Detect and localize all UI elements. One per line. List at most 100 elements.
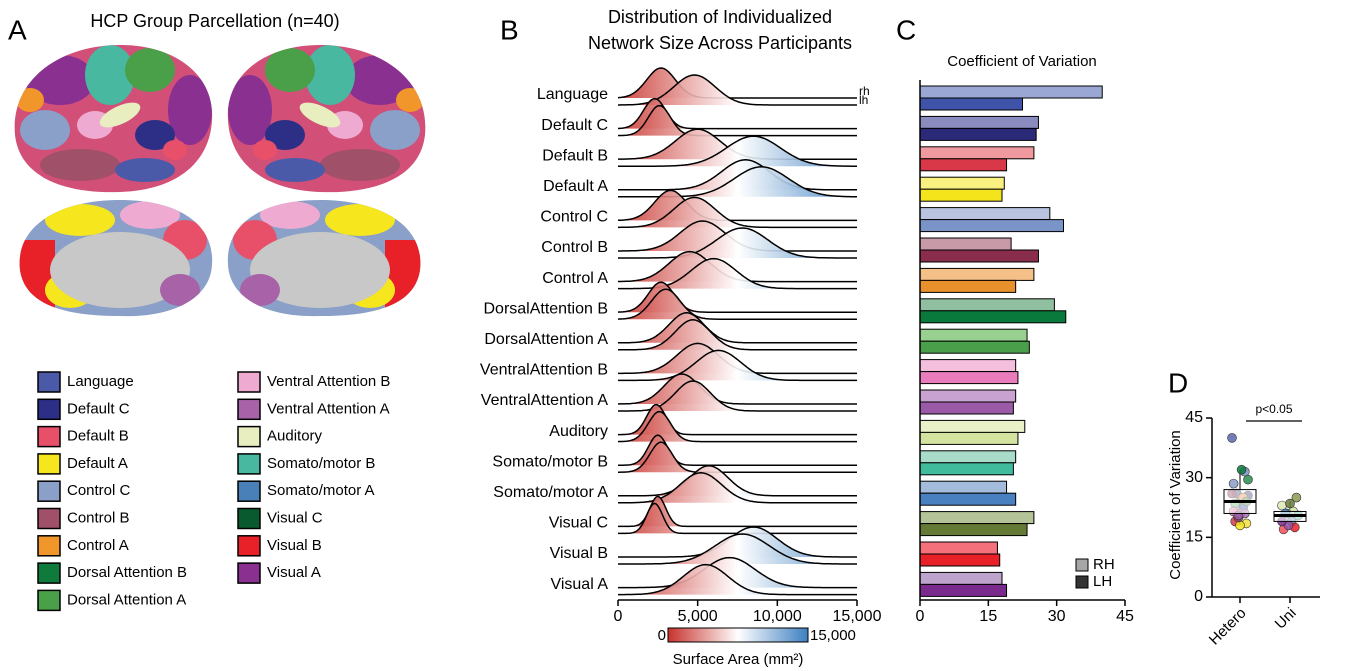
density-fill — [618, 496, 857, 527]
density-fill — [618, 75, 857, 105]
legend-label: Visual C — [267, 509, 323, 526]
legend-label: Ventral Attention A — [267, 400, 390, 417]
legend-label: Auditory — [267, 428, 323, 445]
legend-swatch — [237, 425, 261, 448]
bar — [919, 389, 1017, 403]
density-line — [617, 410, 857, 443]
density-fill — [618, 228, 857, 258]
bar — [919, 310, 1067, 324]
legend-swatch — [1075, 575, 1089, 589]
density-fill — [618, 503, 857, 534]
density-fill — [618, 159, 857, 190]
bar — [919, 462, 1014, 476]
legend-label: Visual A — [267, 564, 321, 581]
brain-lateral-left — [10, 40, 220, 200]
x-tick-label: 0 — [916, 608, 925, 625]
brain-medial-right — [220, 195, 430, 325]
data-point — [1285, 498, 1295, 509]
density-fill — [618, 442, 857, 473]
data-point — [1228, 478, 1239, 489]
bar — [919, 401, 1014, 415]
density-line — [617, 373, 857, 405]
legend-swatch — [237, 480, 261, 502]
x-tick-label: 5,000 — [678, 608, 718, 625]
density-fill — [618, 350, 857, 381]
density-fill — [618, 289, 857, 320]
bar — [919, 115, 1039, 129]
y-axis-label: Coefficient of Variation — [1167, 430, 1184, 580]
row-label: Control A — [542, 270, 608, 287]
legend-swatch — [237, 371, 261, 393]
density-line — [618, 526, 857, 558]
bar — [919, 492, 1017, 506]
legend-label: LH — [1093, 573, 1112, 590]
density-line — [618, 556, 857, 589]
density-line — [618, 441, 857, 473]
colorbar-tick-label: 0 — [658, 627, 666, 644]
x-tick-label: Hetero — [1206, 605, 1250, 649]
bar — [919, 450, 1017, 464]
colorbar-tick-label: 15,000 — [810, 627, 856, 644]
legend-swatch — [1075, 558, 1089, 572]
density-fill — [618, 319, 857, 350]
density-line — [618, 319, 857, 351]
density-line — [617, 288, 857, 320]
series-label: lh — [859, 93, 868, 107]
legend-swatch — [37, 480, 61, 502]
density-line — [618, 495, 857, 528]
legend-swatch — [237, 535, 261, 557]
bar — [919, 267, 1035, 281]
panel-label: A — [8, 14, 27, 45]
bar — [919, 237, 1012, 251]
x-tick-label: 15,000 — [833, 608, 882, 625]
density-fill — [618, 381, 857, 411]
row-label: Somato/motor B — [492, 453, 608, 470]
density-line — [618, 196, 857, 229]
bar — [919, 571, 1003, 585]
legend-swatch — [237, 398, 261, 421]
density-line — [618, 349, 857, 382]
bar — [919, 127, 1037, 141]
row-label: Default B — [542, 147, 608, 164]
legend-label: Somato/motor A — [267, 482, 375, 499]
density-line — [618, 227, 857, 259]
colorbar-label: Surface Area (mm²) — [673, 651, 804, 668]
colorbar — [667, 627, 809, 643]
y-tick-label: 0 — [1194, 588, 1203, 605]
density-line — [618, 563, 857, 596]
bar — [919, 523, 1028, 537]
bar — [919, 431, 1019, 445]
panel-title: Network Size Across Participants — [588, 33, 852, 53]
annotation: p<0.05 — [1255, 402, 1292, 416]
bar — [919, 480, 1008, 494]
bar — [919, 219, 1064, 233]
bar — [919, 359, 1017, 373]
bar — [919, 541, 998, 555]
panel-label: C — [896, 14, 916, 45]
row-label: VentralAttention A — [481, 392, 609, 409]
data-point — [1291, 492, 1302, 503]
panel-label: B — [500, 14, 519, 45]
row-label: Control C — [540, 209, 608, 226]
bar — [919, 340, 1030, 354]
y-tick-label: 15 — [1185, 529, 1203, 546]
density-line — [618, 74, 857, 106]
density-fill — [618, 251, 857, 282]
density-fill — [618, 534, 857, 564]
legend-swatch — [37, 371, 61, 393]
x-tick-label: 15 — [979, 608, 997, 625]
brain-lateral-right — [220, 40, 430, 200]
bar — [919, 176, 1005, 190]
density-fill — [618, 564, 857, 595]
row-label: Control B — [541, 239, 608, 256]
density-line — [618, 159, 857, 191]
legend-label: Control C — [67, 482, 131, 499]
density-fill — [618, 166, 857, 197]
legend-label: Visual B — [267, 537, 322, 554]
panel-title: Coefficient of Variation — [947, 53, 1097, 70]
legend-swatch — [37, 535, 61, 557]
density-fill — [618, 221, 857, 251]
legend-label: Dorsal Attention B — [67, 564, 187, 581]
bar — [919, 188, 1003, 202]
